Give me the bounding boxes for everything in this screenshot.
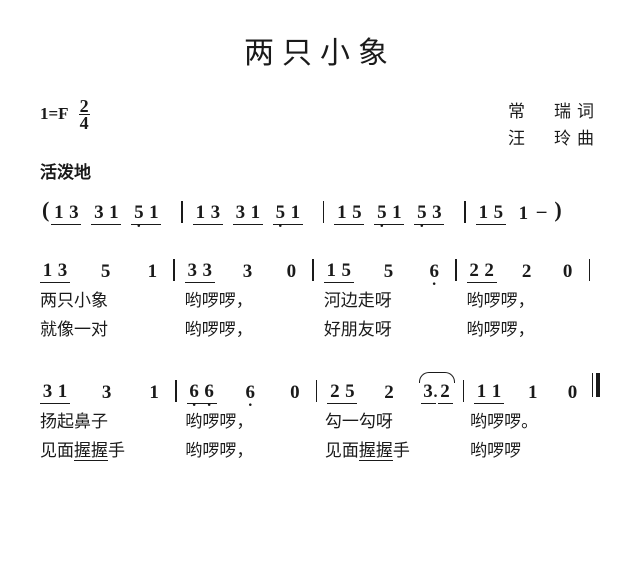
intro-staff: (133151133151155153151–) [40,197,600,225]
composer: 汪 玲曲 [508,125,600,152]
lyric-line: 两只小象哟啰啰，河边走呀哟啰啰， [40,287,600,316]
tempo-mark: 活泼地 [40,158,600,183]
lyric-line: 见面握握手哟啰啰，见面握握手哟啰啰 [40,437,600,466]
lyric-line: 就像一对哟啰啰，好朋友呀哟啰啰， [40,316,600,345]
lyricist: 常 瑞词 [508,98,600,125]
lyric-line: 扬起鼻子哟啰啰，勾一勾呀哟啰啰。 [40,408,600,437]
key-signature: 1=F 2 4 [40,98,90,131]
verse-block: 313166602523.21110 扬起鼻子哟啰啰，勾一勾呀哟啰啰。见面握握手哟… [40,373,600,466]
verse-staff: 1351333015562220 [40,259,600,283]
verse-block: 1351333015562220 两只小象哟啰啰，河边走呀哟啰啰，就像一对哟啰啰，… [40,259,600,345]
song-title: 两只小象 [40,28,600,72]
time-signature: 2 4 [79,103,90,123]
credits: 常 瑞词 汪 玲曲 [508,98,600,152]
verse-staff: 313166602523.21110 [40,373,600,404]
